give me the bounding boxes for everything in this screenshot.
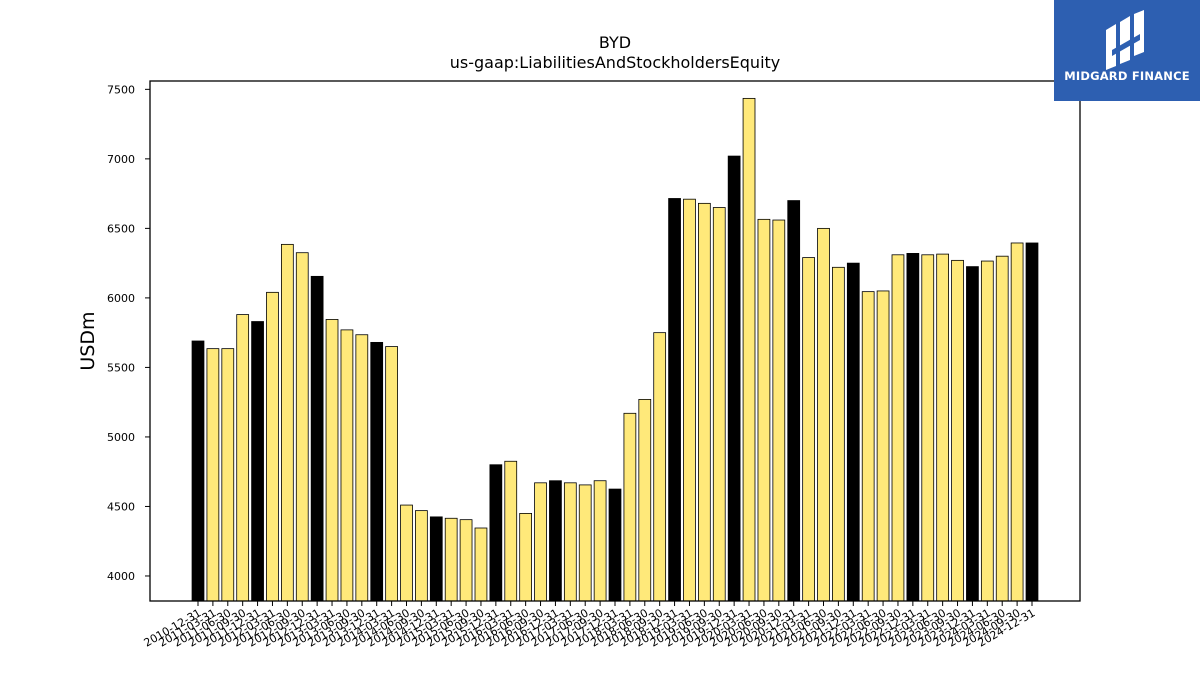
bar-2022-06-30	[876, 290, 890, 602]
bars-group	[191, 97, 1039, 602]
bar-2023-12-31	[966, 266, 979, 602]
y-tick-label: 5000	[107, 431, 135, 444]
bar-2022-12-31	[906, 253, 920, 602]
bar-2023-09-30	[951, 259, 964, 602]
chart-title: BYD	[599, 33, 631, 52]
bar-2020-09-30	[772, 219, 786, 602]
bar-2020-12-31	[787, 200, 801, 602]
y-tick-label: 6500	[107, 222, 135, 235]
bar-2013-03-31	[325, 319, 339, 602]
bar-2014-12-31	[429, 516, 443, 602]
chart-subtitle: us-gaap:LiabilitiesAndStockholdersEquity	[450, 53, 781, 72]
y-tick-label: 4000	[107, 570, 135, 583]
bar-2010-12-31	[191, 340, 205, 602]
bar-2016-12-31	[549, 480, 562, 602]
y-axis-label: USDm	[77, 311, 99, 370]
bar-2019-03-31	[683, 198, 696, 602]
bar-2019-12-31	[727, 155, 741, 602]
bar-2016-09-30	[534, 482, 547, 602]
bar-2012-03-31	[266, 291, 279, 602]
plot-frame	[149, 80, 1081, 602]
y-tick-label: 6000	[107, 292, 135, 305]
bar-2017-03-31	[563, 482, 577, 602]
bar-2011-12-31	[251, 321, 264, 602]
bar-2017-06-30	[578, 484, 592, 602]
bar-2022-09-30	[891, 254, 905, 602]
bar-2019-06-30	[698, 202, 711, 602]
bar-2014-06-30	[400, 504, 413, 602]
y-axis: 4000 4500 5000 5500 6000 6500 7000 7500	[107, 83, 150, 583]
bar-2012-12-31	[310, 275, 324, 602]
bar-2021-09-30	[832, 266, 845, 602]
bar-2022-03-31	[861, 291, 875, 602]
bar-2013-06-30	[340, 329, 354, 602]
bar-2024-09-30	[1010, 242, 1024, 602]
bar-2018-12-31	[668, 198, 681, 602]
bar-2015-09-30	[474, 527, 488, 602]
bar-2015-03-31	[444, 517, 458, 602]
bar-2018-03-31	[623, 412, 637, 602]
bar-2011-06-30	[221, 348, 235, 602]
bar-2016-03-31	[504, 460, 518, 602]
logo-text: MIDGARD FINANCE	[1064, 69, 1190, 83]
bar-2019-09-30	[712, 207, 726, 602]
y-tick-label: 5500	[107, 361, 135, 374]
bar-2012-06-30	[280, 243, 294, 602]
midgard-finance-logo: MIDGARD FINANCE	[1054, 0, 1200, 101]
bar-2012-09-30	[295, 252, 309, 602]
bar-2021-12-31	[846, 262, 860, 602]
y-tick-label: 7500	[107, 83, 135, 96]
y-tick-label: 7000	[107, 153, 135, 166]
bar-2015-06-30	[459, 519, 473, 602]
bar-2013-12-31	[370, 341, 384, 602]
bar-2011-03-31	[206, 348, 220, 602]
bar-2020-03-31	[742, 97, 756, 602]
bar-2018-09-30	[653, 332, 667, 602]
bar-2018-06-30	[638, 398, 652, 602]
bar-2014-09-30	[415, 510, 428, 602]
bar-2016-06-30	[519, 513, 533, 602]
bar-2015-12-31	[489, 464, 503, 602]
bar-2014-03-31	[385, 346, 398, 602]
bar-2024-06-30	[995, 255, 1009, 602]
bar-2017-12-31	[608, 488, 622, 602]
bar-2021-03-31	[802, 257, 815, 602]
bar-2020-06-30	[757, 218, 771, 602]
bar-2017-09-30	[593, 480, 607, 602]
bar-2011-09-30	[236, 314, 250, 602]
x-axis: 2010-12-312011-03-312011-06-302011-09-30…	[142, 601, 1038, 650]
bar-2024-12-31	[1025, 242, 1039, 602]
midgard-logo-icon	[1106, 10, 1144, 70]
bar-2023-03-31	[921, 254, 935, 602]
bar-2023-06-30	[936, 253, 950, 602]
bar-2021-06-30	[817, 227, 830, 602]
bar-2013-09-30	[355, 334, 369, 602]
bar-2024-03-31	[980, 260, 994, 602]
y-tick-label: 4500	[107, 500, 135, 513]
